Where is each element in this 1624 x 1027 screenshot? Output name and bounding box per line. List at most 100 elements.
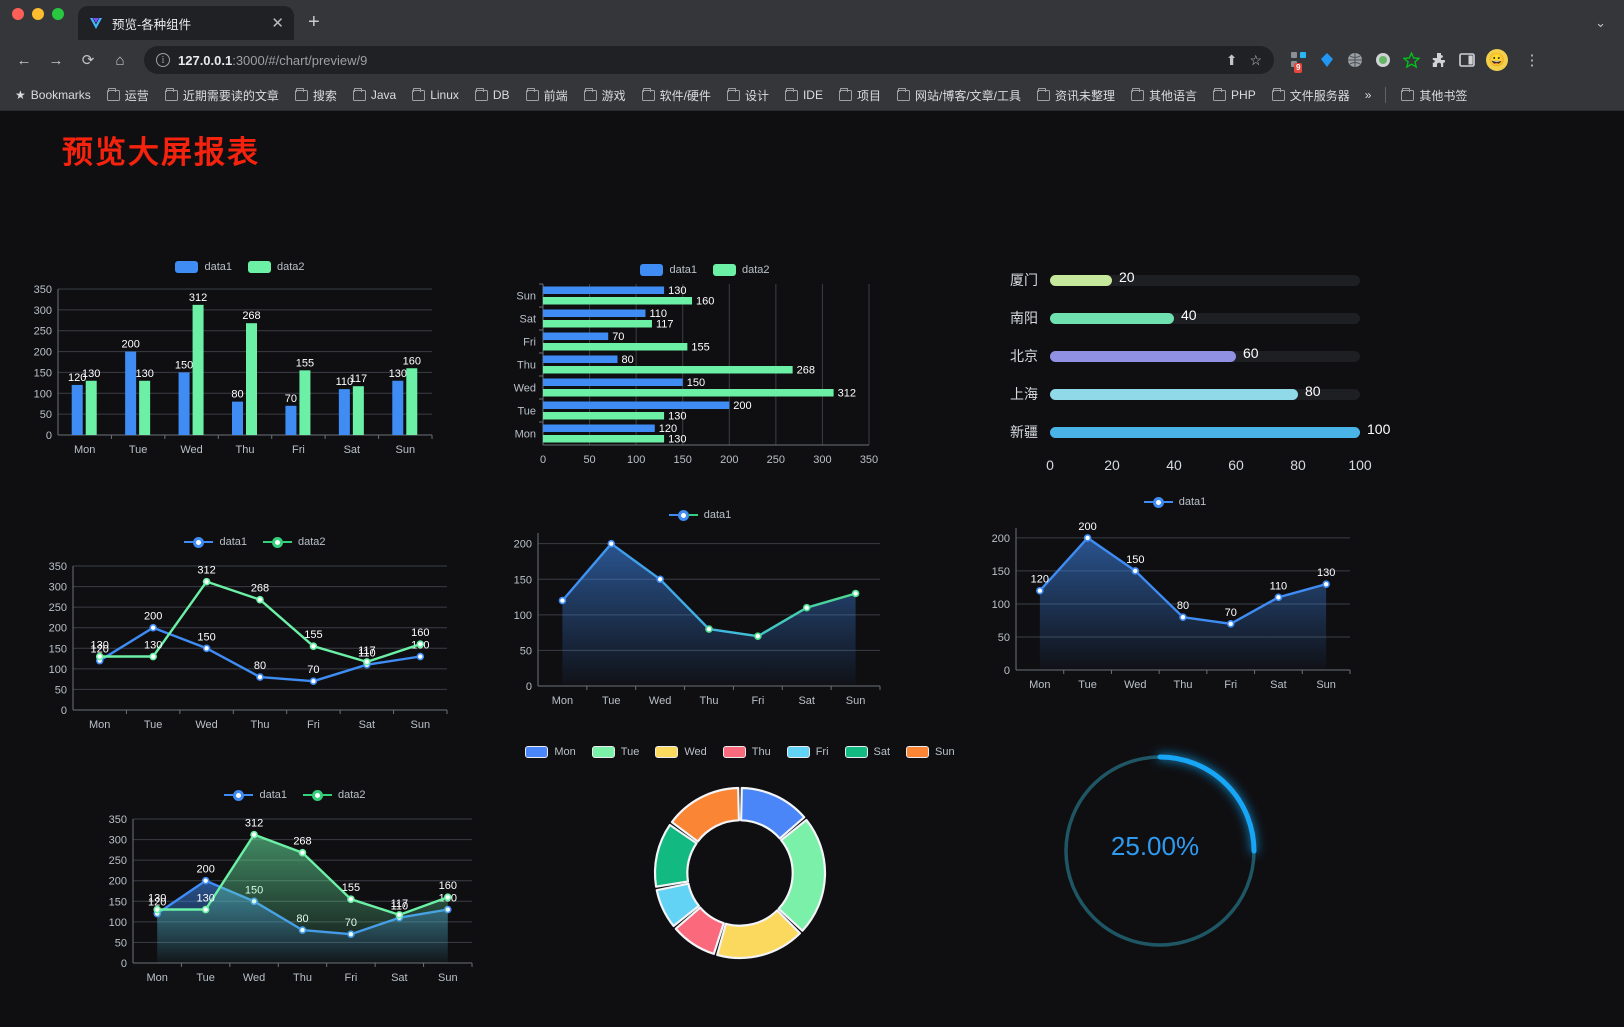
legend-marker-data2 [263,536,292,548]
home-button[interactable]: ⌂ [115,51,125,69]
maximize-window-button[interactable] [52,8,64,20]
chart-text: 110 [649,308,667,320]
bookmark-item-13[interactable]: 资讯未整理 [1030,84,1122,107]
chevron-down-icon[interactable]: ⌄ [1595,15,1606,30]
folder-icon [294,87,308,101]
legend-item-data1[interactable]: data1 [668,509,731,521]
minimize-window-button[interactable] [32,8,44,20]
bookmark-item-12[interactable]: 网站/博客/文章/工具 [890,84,1028,107]
url-text: 127.0.0.1:3000/#/chart/preview/9 [178,53,367,68]
pie-slice-sat[interactable] [653,823,698,888]
chart-text: 268 [293,836,311,848]
legend-item-data2[interactable]: data2 [248,261,305,273]
bookmark-item-3[interactable]: Java [346,85,403,105]
forward-button[interactable]: → [48,51,64,69]
chart-text: 200 [121,339,139,351]
bookmark-item-2[interactable]: 搜索 [288,84,344,107]
star-outline-icon[interactable] [1402,51,1420,69]
legend-item-data1[interactable]: data1 [1143,496,1206,508]
site-info-icon[interactable]: i [156,53,170,67]
bookmarks-overflow-button[interactable]: » [1364,88,1372,102]
bookmark-item-7[interactable]: 游戏 [577,84,633,107]
globe-icon[interactable] [1346,51,1364,69]
pie-slice-tue[interactable] [777,818,827,932]
legend-item-data1[interactable]: data1 [640,264,697,276]
chart-text: 0 [540,454,546,466]
bookmark-item-15[interactable]: PHP [1206,85,1263,105]
bookmark-item-4[interactable]: Linux [405,85,466,105]
bookmark-item-11[interactable]: 项目 [832,84,888,107]
new-tab-button[interactable]: + [308,11,320,33]
data-point [202,577,211,586]
chart-text: Sat [798,695,815,707]
chart-text: 80 [254,660,266,672]
gauge-progress [1157,754,1257,854]
diamond-icon[interactable] [1318,51,1336,69]
bookmark-item-9[interactable]: 设计 [720,84,776,107]
chart-text: 200 [733,400,751,412]
chart-text: 268 [797,365,815,377]
legend-area-dual[interactable]: data1 data2 [95,789,495,801]
chart-text: 200 [196,864,214,876]
bookmark-item-10[interactable]: IDE [778,85,830,105]
pie-slice-sun[interactable] [670,786,740,843]
legend-item-data1[interactable]: data1 [224,789,287,801]
other-bookmarks-folder[interactable]: 其他书签 [1394,84,1474,107]
browser-tab[interactable]: 预览-各种组件 ✕ [78,6,294,40]
bookmark-item-1[interactable]: 近期需要读的文章 [158,84,286,107]
progress-value: 60 [1243,344,1259,361]
legend-item-sat[interactable]: Sat [844,746,890,758]
legend-bar-horizontal[interactable]: data1 data2 [505,264,905,276]
legend-item-sun[interactable]: Sun [906,746,955,758]
bookmarks-root[interactable]: ★ Bookmarks [8,85,98,105]
share-icon[interactable]: ⬆ [1225,51,1238,68]
sidepanel-icon[interactable] [1458,51,1476,69]
bookmark-item-16[interactable]: 文件服务器 [1265,84,1357,107]
legend-item-data1[interactable]: data1 [184,536,247,548]
address-bar[interactable]: i 127.0.0.1:3000/#/chart/preview/9 ⬆ ☆ [144,46,1274,74]
pie-slice-thu[interactable] [674,906,725,955]
browser-menu-button[interactable]: ⋮ [1524,52,1540,69]
profile-avatar[interactable]: 😀 [1486,49,1508,71]
chart-text: 150 [34,367,52,379]
close-window-button[interactable] [12,8,24,20]
pie-slice-mon[interactable] [740,786,806,840]
legend-item-thu[interactable]: Thu [722,746,771,758]
reload-button[interactable]: ⟳ [81,52,95,69]
legend-item-mon[interactable]: Mon [525,746,576,758]
legend-item-wed[interactable]: Wed [655,746,707,758]
data-point [201,905,210,914]
bookmark-star-icon[interactable]: ☆ [1249,51,1262,68]
bookmark-item-6[interactable]: 前端 [519,84,575,107]
progress-fill [1050,312,1174,324]
legend-line-gradient[interactable]: data1 [500,509,900,521]
legend-area-single[interactable]: data1 [980,496,1370,508]
apps-icon[interactable]: 9 [1290,51,1308,73]
bar-vertical-plot: 050100150200250300350Mon120130Tue200130W… [34,284,433,456]
legend-item-data1[interactable]: data1 [175,261,232,273]
legend-item-fri[interactable]: Fri [786,746,829,758]
bookmark-item-0[interactable]: 运营 [100,84,156,107]
bookmark-item-5[interactable]: DB [468,85,517,105]
circle-icon[interactable] [1374,51,1392,69]
back-button[interactable]: ← [16,51,32,69]
puzzle-icon[interactable] [1430,51,1448,69]
close-tab-button[interactable]: ✕ [271,14,284,32]
pie-slice-fri[interactable] [655,882,700,928]
legend-item-data2[interactable]: data2 [263,536,326,548]
bookmark-item-8[interactable]: 软件/硬件 [635,84,718,107]
pie-slice-wed[interactable] [716,909,802,960]
legend-label: Fri [815,746,829,758]
legend-item-data2[interactable]: data2 [713,264,770,276]
chart-text: 200 [720,454,738,466]
bookmark-label: 设计 [744,88,769,103]
legend-donut[interactable]: Mon Tue Wed Thu Fri Sat Sun [520,746,960,758]
legend-bar-vertical[interactable]: data1 data2 [20,261,460,273]
window-controls[interactable] [12,0,64,40]
bookmark-item-14[interactable]: 其他语言 [1124,84,1204,107]
chart-text: 312 [189,292,207,304]
legend-item-data2[interactable]: data2 [303,789,366,801]
legend-line-dual[interactable]: data1 data2 [35,536,475,548]
legend-item-tue[interactable]: Tue [591,746,639,758]
chart-text: Mon [552,695,573,707]
